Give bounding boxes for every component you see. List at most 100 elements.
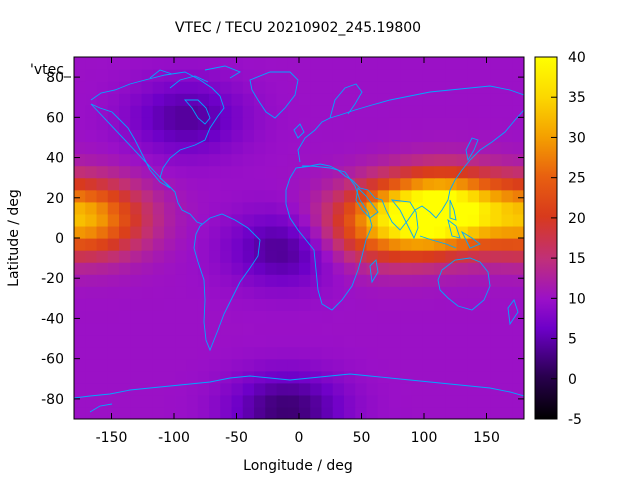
heatmap-cell [119, 262, 131, 275]
heatmap-cell [377, 81, 390, 94]
heatmap-cell [209, 358, 221, 372]
y-tick-label: -40 [41, 311, 64, 327]
heatmap-cell [164, 105, 176, 118]
heatmap-cell [344, 394, 356, 408]
heatmap-cell [119, 165, 131, 179]
heatmap-cell [254, 250, 266, 263]
heatmap-cell [355, 165, 368, 179]
heatmap-cell [344, 213, 356, 227]
heatmap-cell [422, 57, 435, 70]
heatmap-cell [107, 69, 120, 82]
heatmap-cell [276, 189, 289, 203]
heatmap-cell [377, 57, 390, 70]
heatmap-cell [501, 298, 514, 311]
heatmap-cell [276, 262, 289, 275]
heatmap-cell [175, 394, 188, 408]
heatmap-cell [107, 310, 120, 324]
heatmap-cell [512, 69, 524, 82]
heatmap-cell [389, 274, 401, 287]
heatmap-cell [209, 346, 221, 360]
heatmap-cell [119, 81, 131, 94]
heatmap-cell [220, 262, 233, 275]
heatmap-cell [389, 225, 401, 239]
heatmap-cell [141, 57, 154, 70]
colorbar-ticks: -5 0 5 10 15 20 25 30 35 40 [551, 50, 586, 428]
heatmap-cell [265, 370, 278, 384]
heatmap-cell [332, 358, 345, 372]
heatmap-cell [434, 189, 446, 203]
heatmap-cell [231, 225, 244, 239]
heatmap-cell [321, 129, 334, 143]
heatmap-cell [490, 334, 503, 348]
heatmap-cell [456, 153, 469, 167]
heatmap-cell [456, 189, 469, 203]
heatmap-cell [107, 141, 120, 155]
heatmap-cell [467, 93, 480, 106]
heatmap-cell [332, 117, 345, 130]
heatmap-cell [152, 189, 165, 203]
heatmap-cell [276, 334, 289, 348]
heatmap-cell [434, 358, 446, 372]
heatmap-cell [186, 93, 199, 106]
heatmap-cell [445, 310, 458, 324]
heatmap-cell [411, 177, 424, 191]
heatmap-cell [220, 81, 233, 94]
heatmap-cell [377, 382, 390, 396]
heatmap-cell [164, 93, 176, 106]
heatmap-cell [445, 189, 458, 203]
heatmap-cell [501, 57, 514, 70]
heatmap-cell [197, 201, 210, 215]
heatmap-cell [456, 322, 469, 336]
heatmap-cell [119, 346, 131, 360]
heatmap-cell [400, 117, 413, 130]
heatmap-cell [310, 69, 323, 82]
heatmap-cell [512, 105, 524, 118]
heatmap-cell [445, 69, 458, 82]
heatmap-cell [389, 213, 401, 227]
heatmap-cell [299, 238, 311, 251]
heatmap-cell [265, 153, 278, 167]
heatmap-cell [220, 298, 233, 311]
heatmap-cell [197, 117, 210, 130]
heatmap-cell [276, 117, 289, 130]
heatmap-cell [400, 201, 413, 215]
x-axis-ticks: -150 -100 -50 0 50 100 150 [96, 57, 500, 446]
heatmap-cell [141, 93, 154, 106]
heatmap-cell [512, 81, 524, 94]
heatmap-cell [85, 225, 98, 239]
heatmap-cell [411, 286, 424, 299]
heatmap-cell [197, 250, 210, 263]
heatmap-cell [130, 358, 143, 372]
heatmap-cell [321, 238, 334, 251]
coast-madagascar [369, 259, 379, 284]
heatmap-cell [175, 57, 188, 70]
heatmap-cell [265, 346, 278, 360]
heatmap-cell [377, 201, 390, 215]
heatmap-cell [209, 250, 221, 263]
heatmap-cell [467, 69, 480, 82]
legend-entry: 'vtec_ [30, 62, 72, 78]
heatmap-cell [299, 213, 311, 227]
heatmap-cell [85, 165, 98, 179]
heatmap-cell [366, 406, 379, 419]
heatmap-cell [220, 153, 233, 167]
heatmap-cell [310, 358, 323, 372]
heatmap-cell [242, 382, 255, 396]
heatmap-cell [434, 334, 446, 348]
heatmap-cell [197, 406, 210, 419]
heatmap-cell [344, 129, 356, 143]
heatmap-cell [501, 238, 514, 251]
heatmap-cell [299, 117, 311, 130]
heatmap-cell [321, 370, 334, 384]
heatmap-cell [74, 346, 86, 360]
heatmap-cell [501, 129, 514, 143]
heatmap-cell [141, 105, 154, 118]
heatmap-cell [501, 382, 514, 396]
heatmap-cell [287, 274, 300, 287]
heatmap-cell [175, 129, 188, 143]
heatmap-cell [479, 274, 491, 287]
heatmap-cell [265, 177, 278, 191]
x-tick-label: -50 [225, 430, 248, 446]
heatmap-cell [377, 189, 390, 203]
heatmap-cell [175, 177, 188, 191]
